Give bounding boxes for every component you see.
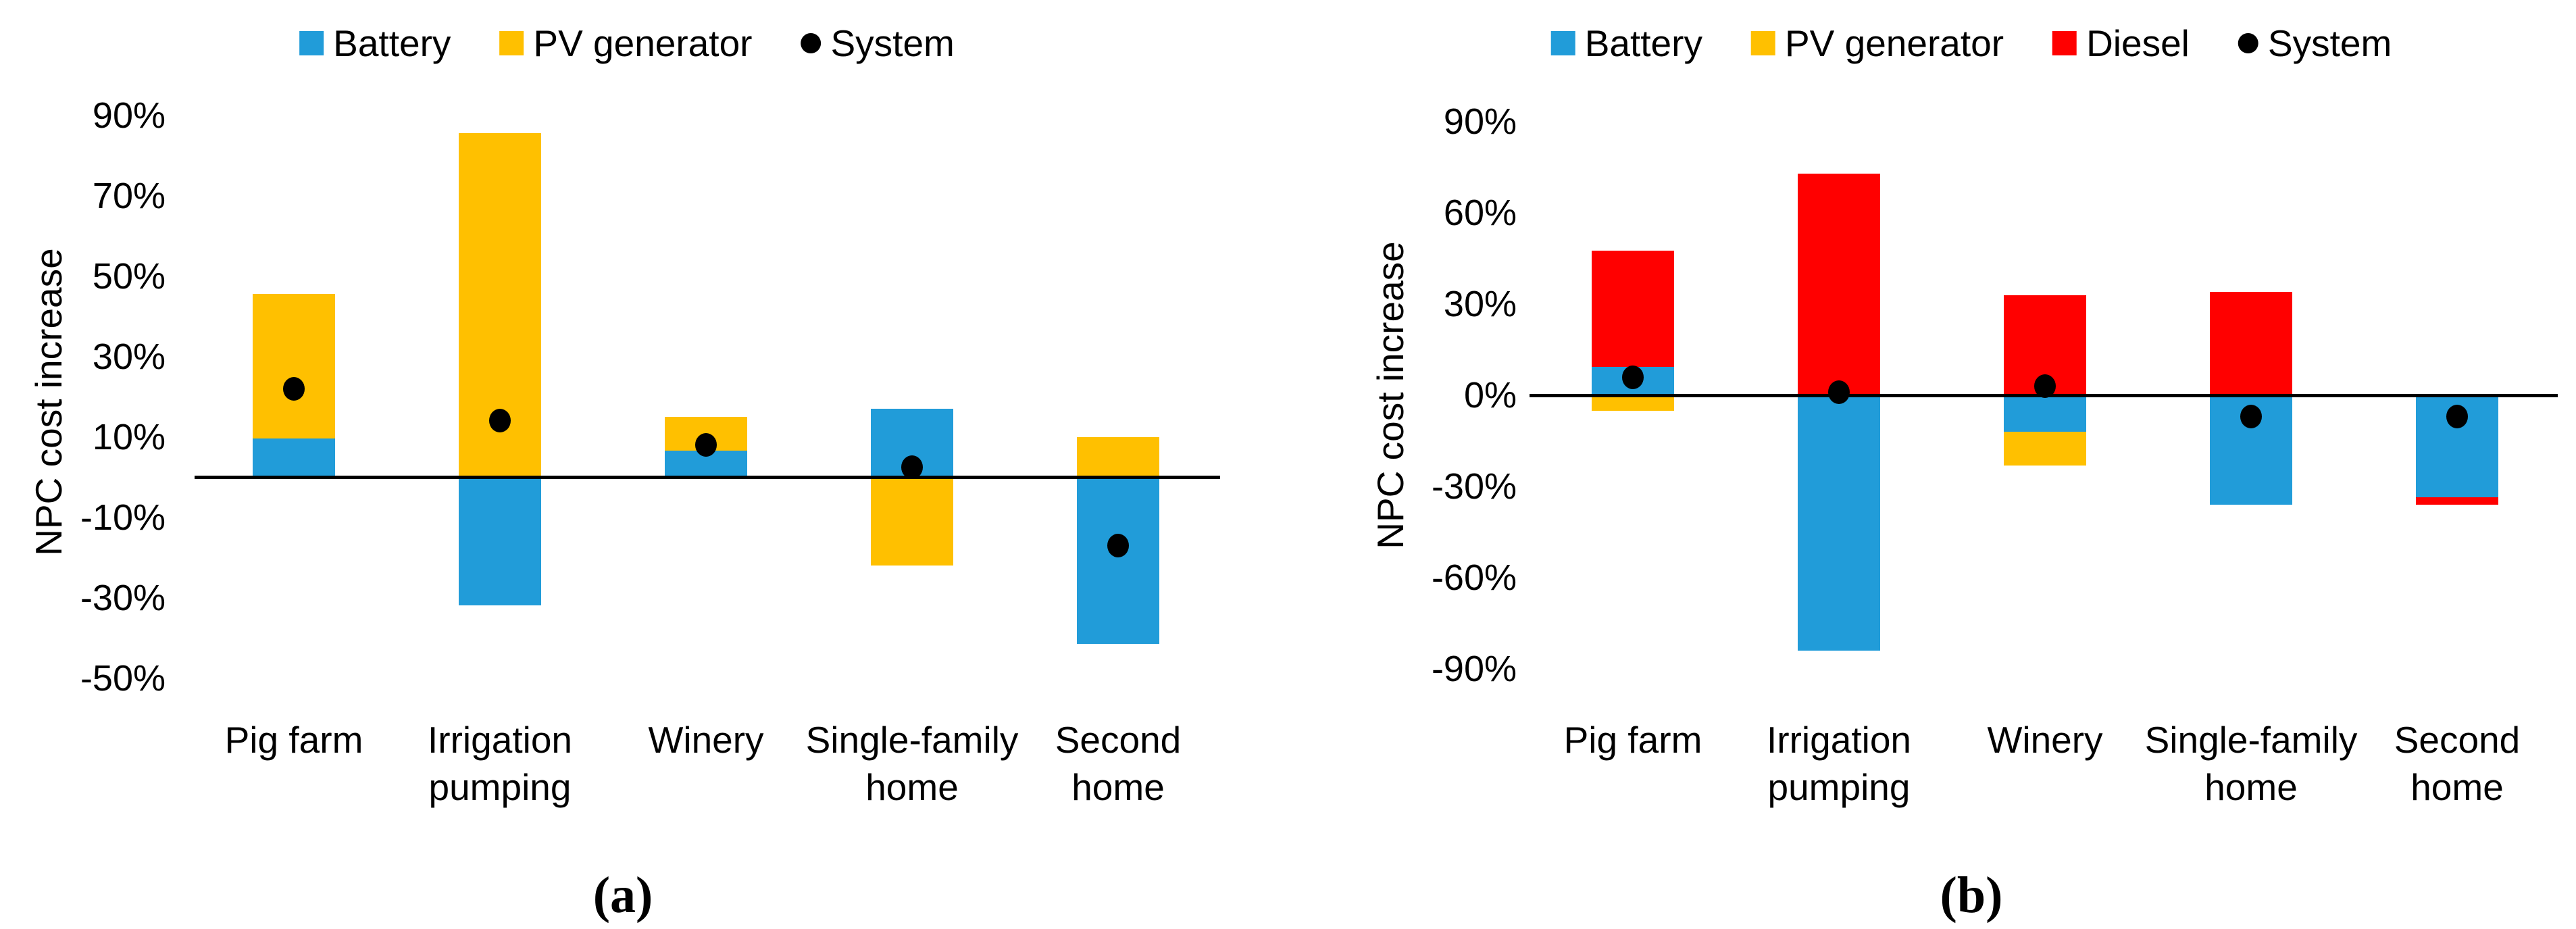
system-dot xyxy=(2240,405,2262,428)
category-label-line: Irrigation xyxy=(1767,719,1911,761)
category-label-line: Second xyxy=(1055,719,1182,761)
legend-color-swatch-icon xyxy=(2052,31,2077,55)
category-label: Irrigation pumping xyxy=(428,716,572,811)
y-tick-label: -30% xyxy=(80,577,166,618)
category-label-line: Single-family xyxy=(2144,719,2358,761)
legend-color-swatch-icon xyxy=(299,31,324,55)
bar-segment-diesel xyxy=(1798,173,1880,395)
y-tick-label: 50% xyxy=(92,255,166,297)
legend-item-system: System xyxy=(2238,22,2392,65)
category-label-line: pumping xyxy=(1767,766,1911,808)
legend: Battery PV generator Diesel System xyxy=(1550,22,2392,65)
category-label-line: home xyxy=(2410,766,2504,808)
category-label: Pig farm xyxy=(1564,716,1702,763)
y-tick-label: -30% xyxy=(1431,466,1517,507)
legend-color-swatch-icon xyxy=(499,31,524,55)
legend-label: PV generator xyxy=(1784,22,2004,64)
y-tick-label: 0% xyxy=(1463,375,1517,416)
legend-label: System xyxy=(2267,22,2392,64)
y-tick-label: 30% xyxy=(1443,284,1517,324)
category-label: Second home xyxy=(2394,716,2521,811)
x-axis-zero-line xyxy=(195,476,1220,479)
category-label-line: Winery xyxy=(648,719,764,761)
bar-segment-battery xyxy=(459,477,541,606)
legend: Battery PV generator System xyxy=(299,22,955,65)
legend-label: Battery xyxy=(1584,22,1702,64)
system-dot xyxy=(489,409,511,433)
y-tick-label: -60% xyxy=(1431,557,1517,598)
category-label-line: home xyxy=(1071,766,1165,808)
bar-segment-battery xyxy=(2004,395,2086,432)
category-label-line: Irrigation xyxy=(428,719,572,761)
legend-label: System xyxy=(830,22,955,64)
system-dot xyxy=(695,432,717,457)
bar-segment-battery xyxy=(1798,395,1880,651)
legend-item-pv-generator: PV generator xyxy=(1750,22,2004,65)
system-dot xyxy=(1107,533,1129,557)
category-label: Irrigation pumping xyxy=(1767,716,1911,811)
legend-item-system: System xyxy=(801,22,955,65)
category-label: Winery xyxy=(1987,716,2102,763)
legend-color-swatch-icon xyxy=(1550,31,1575,55)
legend-system-dot-icon xyxy=(2238,33,2258,53)
bar-segment-pv-generator xyxy=(1592,395,1674,411)
category-label-line: Second xyxy=(2394,719,2521,761)
category-label: Winery xyxy=(648,716,763,763)
system-dot xyxy=(283,376,305,401)
category-label-line: Pig farm xyxy=(224,719,363,761)
legend-item-pv-generator: PV generator xyxy=(499,22,752,65)
bar-segment-pv-generator xyxy=(2004,432,2086,466)
y-tick-label: 90% xyxy=(1443,101,1517,142)
bar-segment-pv-generator xyxy=(1077,436,1159,477)
category-label-line: Pig farm xyxy=(1563,719,1702,761)
bar-segment-diesel xyxy=(1592,250,1674,368)
category-label-line: Single-family xyxy=(805,719,1019,761)
category-label: Second home xyxy=(1055,716,1182,811)
system-dot xyxy=(2446,405,2468,428)
system-dot xyxy=(2034,374,2056,398)
panel-caption: (b) xyxy=(1940,867,2003,924)
category-label-line: home xyxy=(2204,766,2298,808)
bar-segment-diesel xyxy=(2416,497,2498,505)
system-dot xyxy=(1828,380,1850,404)
category-label-line: Winery xyxy=(1987,719,2103,761)
y-tick-label: -50% xyxy=(80,657,166,699)
y-tick-label: 30% xyxy=(92,336,166,377)
y-tick-label: 90% xyxy=(92,95,166,136)
y-tick-label: -90% xyxy=(1431,649,1517,689)
bar-segment-diesel xyxy=(2210,292,2292,395)
legend-system-dot-icon xyxy=(801,33,822,53)
y-tick-label: -10% xyxy=(80,497,166,538)
y-tick-label: 70% xyxy=(92,175,166,216)
legend-item-battery: Battery xyxy=(299,22,451,65)
system-dot xyxy=(1622,365,1644,389)
legend-item-diesel: Diesel xyxy=(2052,22,2190,65)
category-label: Pig farm xyxy=(225,716,363,763)
legend-label: PV generator xyxy=(533,22,753,64)
category-label-line: home xyxy=(865,766,959,808)
bar-segment-pv-generator xyxy=(253,294,335,439)
y-tick-label: 60% xyxy=(1443,193,1517,233)
category-label: Single-family home xyxy=(2145,716,2358,811)
panel-caption: (a) xyxy=(592,867,653,924)
category-label-line: pumping xyxy=(428,766,572,808)
system-dot xyxy=(901,455,923,479)
y-tick-label: 10% xyxy=(92,416,166,457)
legend-label: Battery xyxy=(333,22,451,64)
category-label: Single-family home xyxy=(806,716,1019,811)
legend-color-swatch-icon xyxy=(1750,31,1775,55)
legend-label: Diesel xyxy=(2086,22,2190,64)
legend-item-battery: Battery xyxy=(1550,22,1702,65)
bar-segment-battery xyxy=(1077,477,1159,644)
bar-segment-battery xyxy=(253,438,335,477)
bar-segment-pv-generator xyxy=(871,477,953,566)
